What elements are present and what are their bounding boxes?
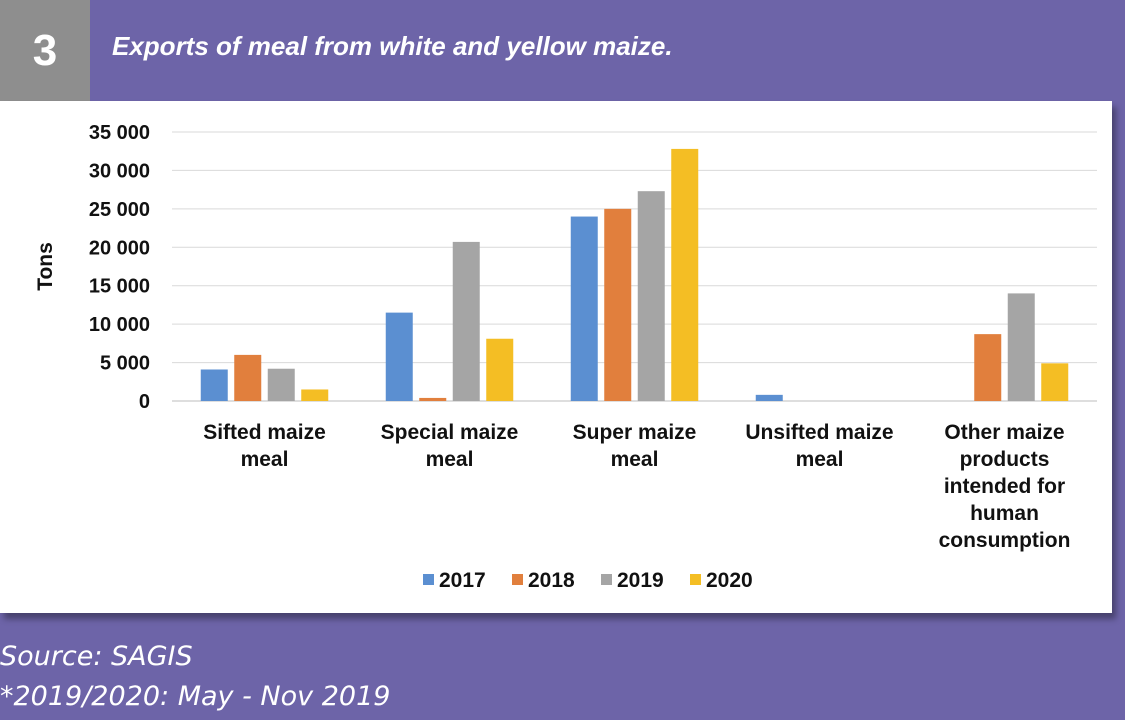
category-label-line: Super maize	[573, 421, 697, 444]
bar-2019-4	[1007, 293, 1035, 401]
category-label-line: consumption	[939, 529, 1071, 552]
bar-2017-3	[755, 394, 783, 401]
legend-swatch-2017	[423, 574, 434, 585]
bar-2019-1	[452, 241, 480, 401]
category-label-line: Other maize	[944, 421, 1064, 444]
y-tick-label: 10 000	[89, 314, 150, 336]
category-label-line: meal	[426, 448, 474, 471]
bar-2018-0	[234, 354, 262, 401]
bar-2017-1	[385, 312, 413, 401]
legend-label-2019: 2019	[617, 569, 664, 592]
y-tick-label: 5 000	[100, 353, 150, 375]
bar-chart: 0 5 000 10 000 15 000 20 000 25 000 30 000 35 0…	[34, 122, 1097, 592]
category-label-line: meal	[241, 448, 289, 471]
category-label: Other maize products intended for human cons…	[939, 421, 1071, 552]
period-note: *2019/2020: May - Nov 2019	[0, 681, 391, 712]
bar-2020-0	[301, 389, 329, 401]
y-tick-label: 30 000	[89, 160, 150, 182]
bar-2017-2	[570, 216, 598, 401]
y-tick-label: 25 000	[89, 199, 150, 221]
figure-header: 3 Exports of meal from white and yellow …	[0, 0, 1125, 101]
legend-label-2020: 2020	[706, 569, 753, 592]
bar-2019-0	[267, 368, 295, 401]
figure-number-badge: 3	[0, 0, 90, 101]
bar-2019-2	[637, 191, 665, 401]
source-note: Source: SAGIS	[0, 641, 193, 672]
bar-2017-0	[200, 369, 228, 401]
category-label-line: Sifted maize	[203, 421, 326, 444]
bar-2020-2	[671, 148, 699, 401]
category-label: Special maize meal	[381, 421, 519, 471]
legend-label-2018: 2018	[528, 569, 575, 592]
legend-label-2017: 2017	[439, 569, 486, 592]
y-tick-label: 20 000	[89, 237, 150, 259]
y-tick-label: 15 000	[89, 276, 150, 298]
y-tick-label: 35 000	[89, 122, 150, 144]
y-axis-label: Tons	[34, 242, 57, 291]
bar-2018-1	[419, 397, 447, 401]
category-label-line: Unsifted maize	[745, 421, 893, 444]
legend-swatch-2018	[512, 574, 523, 585]
category-label: Unsifted maize meal	[745, 421, 893, 471]
category-label-line: meal	[796, 448, 844, 471]
category-label-line: products	[960, 448, 1050, 471]
category-label-line: human	[970, 502, 1039, 525]
category-label-line: Special maize	[381, 421, 519, 444]
bar-2020-1	[486, 338, 514, 401]
y-tick-label: 0	[139, 391, 150, 413]
figure-title: Exports of meal from white and yellow ma…	[112, 31, 673, 61]
bar-2018-2	[604, 208, 632, 401]
category-label: Sifted maize meal	[203, 421, 326, 471]
bar-2018-4	[974, 334, 1002, 401]
legend-swatch-2019	[601, 574, 612, 585]
bar-2020-4	[1041, 363, 1069, 401]
category-label-line: intended for	[944, 475, 1065, 498]
chart-panel: 0 5 000 10 000 15 000 20 000 25 000 30 000 35 0…	[0, 101, 1112, 613]
legend-swatch-2020	[690, 574, 701, 585]
category-label: Super maize meal	[573, 421, 697, 471]
category-label-line: meal	[611, 448, 659, 471]
